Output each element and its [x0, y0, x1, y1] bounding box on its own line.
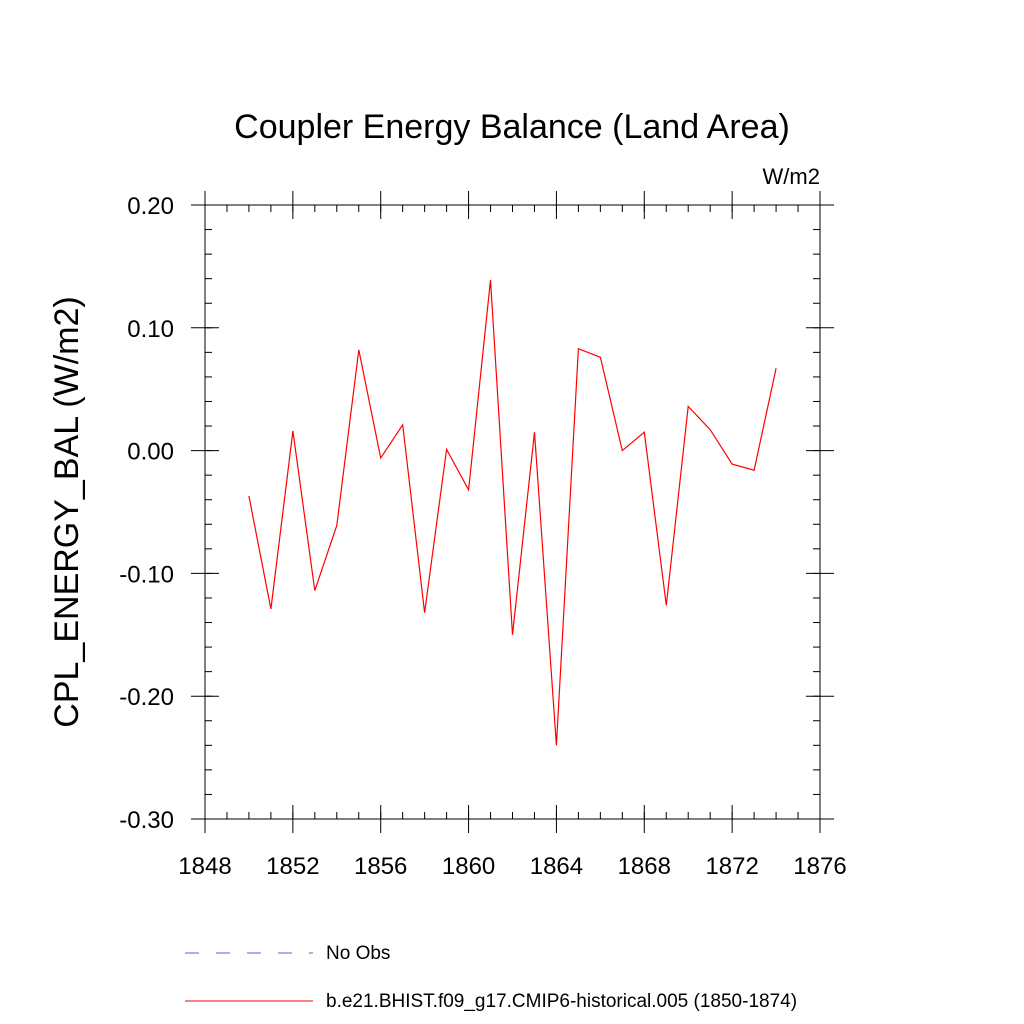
x-tick-label: 1864	[530, 853, 583, 880]
units-label: W/m2	[763, 164, 820, 189]
axis-tick-labels: 1848 1852 1856 1860 1864 1868 1872 1876 -0.30 -0.…	[119, 193, 846, 880]
y-tick-label: -0.30	[119, 807, 174, 834]
y-tick-label: -0.20	[119, 684, 174, 711]
y-tick-label: 0.20	[127, 193, 174, 220]
y-tick-label: 0.10	[127, 316, 174, 343]
x-tick-label: 1868	[618, 853, 671, 880]
x-tick-label: 1872	[705, 853, 758, 880]
legend: No Obs b.e21.BHIST.f09_g17.CMIP6-histori…	[185, 943, 797, 1012]
y-tick-label: 0.00	[127, 439, 174, 466]
x-tick-label: 1848	[178, 853, 231, 880]
axis-ticks	[191, 191, 834, 833]
y-tick-label: -0.10	[119, 561, 174, 588]
series-lines	[248, 279, 777, 746]
legend-label-historical: b.e21.BHIST.f09_g17.CMIP6-historical.005…	[326, 991, 797, 1012]
legend-label-no-obs: No Obs	[326, 943, 390, 964]
y-axis-label: CPL_ENERGY_BAL (W/m2)	[48, 296, 86, 727]
chart-title: Coupler Energy Balance (Land Area)	[234, 108, 790, 146]
x-tick-label: 1876	[793, 853, 846, 880]
x-tick-label: 1852	[266, 853, 319, 880]
series-line	[248, 279, 777, 746]
x-tick-label: 1860	[442, 853, 495, 880]
plot-frame	[204, 204, 821, 820]
x-tick-label: 1856	[354, 853, 407, 880]
